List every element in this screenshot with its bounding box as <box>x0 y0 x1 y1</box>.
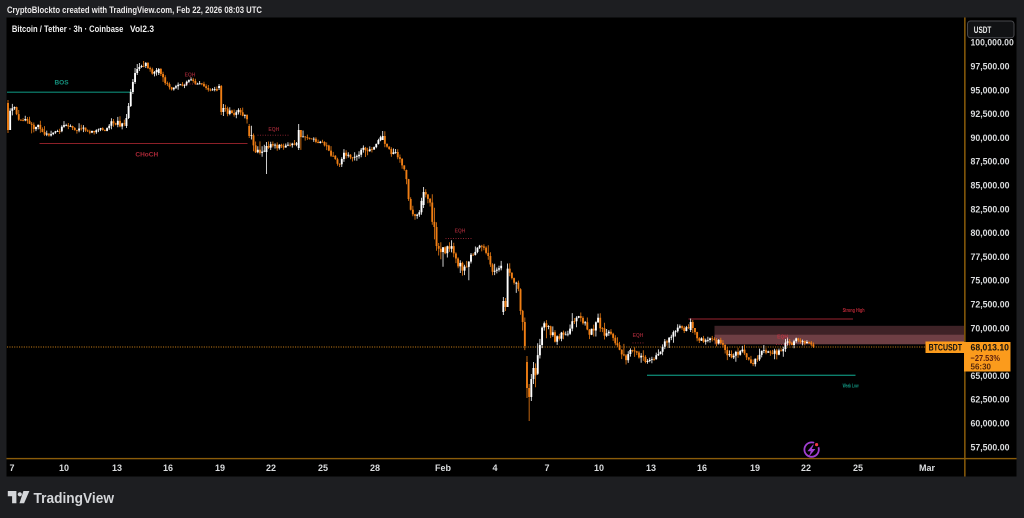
svg-text:19: 19 <box>215 463 225 473</box>
svg-text:95,000.00: 95,000.00 <box>971 85 1010 95</box>
svg-text:−27.53%: −27.53% <box>971 353 1001 363</box>
svg-text:85,000.00: 85,000.00 <box>971 181 1010 191</box>
svg-text:EQH: EQH <box>268 127 279 133</box>
svg-text:CHoCH: CHoCH <box>135 152 158 159</box>
svg-text:EQH: EQH <box>633 333 644 339</box>
svg-text:80,000.00: 80,000.00 <box>971 228 1010 238</box>
svg-text:EQH: EQH <box>777 335 788 341</box>
svg-text:Feb: Feb <box>435 463 452 473</box>
svg-text:EQH: EQH <box>185 73 196 79</box>
svg-text:7: 7 <box>544 463 549 473</box>
svg-text:CryptoBlockto created with Tra: CryptoBlockto created with TradingView.c… <box>7 5 262 16</box>
svg-text:87,500.00: 87,500.00 <box>971 157 1010 167</box>
svg-text:BOS: BOS <box>54 80 69 87</box>
svg-text:Bitcoin / Tether · 3h · Coinba: Bitcoin / Tether · 3h · Coinbase <box>12 24 124 35</box>
svg-text:16: 16 <box>697 463 707 473</box>
svg-text:EQH: EQH <box>455 229 466 235</box>
svg-text:25: 25 <box>318 463 328 473</box>
svg-text:Mar: Mar <box>919 463 936 473</box>
svg-text:28: 28 <box>370 463 380 473</box>
svg-text:68,013.10: 68,013.10 <box>971 343 1010 354</box>
svg-text:92,500.00: 92,500.00 <box>971 109 1010 119</box>
svg-text:USDT: USDT <box>974 25 992 36</box>
svg-text:65,000.00: 65,000.00 <box>971 371 1010 381</box>
svg-text:Strong High: Strong High <box>843 308 865 314</box>
svg-text:BTCUSDT: BTCUSDT <box>929 343 963 354</box>
svg-text:22: 22 <box>801 463 811 473</box>
svg-text:97,500.00: 97,500.00 <box>971 62 1010 72</box>
svg-text:7: 7 <box>9 463 14 473</box>
svg-text:Weak Low: Weak Low <box>843 384 859 390</box>
svg-text:19: 19 <box>750 463 760 473</box>
svg-text:82,500.00: 82,500.00 <box>971 204 1010 214</box>
svg-text:77,500.00: 77,500.00 <box>971 252 1010 262</box>
svg-text:100,000.00: 100,000.00 <box>971 38 1014 48</box>
svg-text:22: 22 <box>266 463 276 473</box>
svg-text:56:30: 56:30 <box>971 362 992 372</box>
svg-text:Vol2.3: Vol2.3 <box>130 24 154 35</box>
svg-text:90,000.00: 90,000.00 <box>971 133 1010 143</box>
svg-text:75,000.00: 75,000.00 <box>971 276 1010 286</box>
svg-text:13: 13 <box>646 463 656 473</box>
svg-text:16: 16 <box>163 463 173 473</box>
svg-text:13: 13 <box>112 463 122 473</box>
svg-text:72,500.00: 72,500.00 <box>971 300 1010 310</box>
svg-text:TradingView: TradingView <box>34 491 115 507</box>
svg-text:10: 10 <box>594 463 604 473</box>
svg-text:60,000.00: 60,000.00 <box>971 419 1010 429</box>
svg-text:62,500.00: 62,500.00 <box>971 395 1010 405</box>
svg-text:57,500.00: 57,500.00 <box>971 442 1010 452</box>
svg-text:10: 10 <box>59 463 69 473</box>
svg-text:70,000.00: 70,000.00 <box>971 323 1010 333</box>
svg-text:4: 4 <box>492 463 497 473</box>
svg-text:25: 25 <box>853 463 863 473</box>
